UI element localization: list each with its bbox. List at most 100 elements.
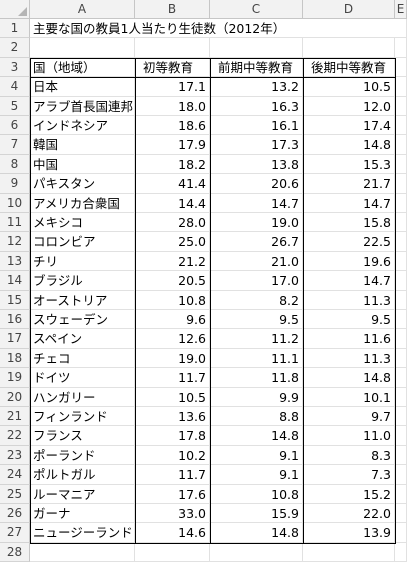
cell-value[interactable]: 19.0 bbox=[210, 213, 303, 233]
cell-value[interactable]: 8.2 bbox=[210, 290, 303, 310]
cell-value[interactable]: 11.7 bbox=[135, 465, 210, 485]
cell-country[interactable]: インドネシア bbox=[30, 116, 135, 136]
row-header-27[interactable]: 27 bbox=[0, 523, 30, 543]
row-header-17[interactable]: 17 bbox=[0, 329, 30, 349]
cell-country[interactable]: ドイツ bbox=[30, 368, 135, 388]
cell-value[interactable]: 15.8 bbox=[303, 213, 395, 233]
row-header-15[interactable]: 15 bbox=[0, 290, 30, 310]
cell[interactable] bbox=[395, 542, 407, 562]
cell-value[interactable]: 17.6 bbox=[135, 484, 210, 504]
cell-country[interactable]: スウェーデン bbox=[30, 310, 135, 330]
cell-value[interactable]: 14.7 bbox=[303, 271, 395, 291]
cell-country[interactable]: ポルトガル bbox=[30, 465, 135, 485]
cell-column-label[interactable]: 国（地域） bbox=[30, 57, 135, 78]
cell-value[interactable]: 20.5 bbox=[135, 271, 210, 291]
cell-value[interactable]: 12.0 bbox=[303, 96, 395, 116]
row-header-10[interactable]: 10 bbox=[0, 193, 30, 213]
cell-country[interactable]: ルーマニア bbox=[30, 484, 135, 504]
cell-value[interactable]: 17.3 bbox=[210, 135, 303, 155]
cell-value[interactable]: 11.0 bbox=[303, 426, 395, 446]
cell-value[interactable]: 9.9 bbox=[210, 387, 303, 407]
column-header-d[interactable]: D bbox=[303, 0, 395, 19]
cell-value[interactable]: 15.9 bbox=[210, 504, 303, 524]
row-header-5[interactable]: 5 bbox=[0, 96, 30, 116]
cell-value[interactable]: 11.3 bbox=[303, 348, 395, 369]
row-header-13[interactable]: 13 bbox=[0, 251, 30, 272]
cell-value[interactable]: 21.7 bbox=[303, 174, 395, 194]
cell[interactable] bbox=[395, 251, 407, 272]
cell[interactable] bbox=[210, 38, 303, 58]
cell[interactable] bbox=[395, 19, 407, 39]
row-header-14[interactable]: 14 bbox=[0, 271, 30, 291]
cell-value[interactable]: 11.3 bbox=[303, 290, 395, 310]
cell[interactable] bbox=[395, 174, 407, 194]
cell-value[interactable]: 25.0 bbox=[135, 232, 210, 252]
row-header-26[interactable]: 26 bbox=[0, 504, 30, 524]
row-header-23[interactable]: 23 bbox=[0, 445, 30, 466]
cell-value[interactable]: 17.0 bbox=[210, 271, 303, 291]
cell-value[interactable]: 8.3 bbox=[303, 445, 395, 466]
row-header-2[interactable]: 2 bbox=[0, 38, 30, 58]
row-header-18[interactable]: 18 bbox=[0, 348, 30, 369]
cell[interactable] bbox=[303, 38, 395, 58]
cell-value[interactable]: 14.6 bbox=[135, 523, 210, 543]
row-header-12[interactable]: 12 bbox=[0, 232, 30, 252]
row-header-7[interactable]: 7 bbox=[0, 135, 30, 155]
cell[interactable] bbox=[395, 193, 407, 213]
cell-value[interactable]: 19.0 bbox=[135, 348, 210, 369]
cell[interactable] bbox=[210, 542, 303, 562]
cell-value[interactable]: 14.8 bbox=[210, 426, 303, 446]
cell-column-label[interactable]: 後期中等教育 bbox=[303, 57, 395, 78]
cell[interactable] bbox=[395, 154, 407, 175]
cell-value[interactable]: 11.1 bbox=[210, 348, 303, 369]
cell[interactable] bbox=[395, 271, 407, 291]
cell-value[interactable]: 18.6 bbox=[135, 116, 210, 136]
row-header-22[interactable]: 22 bbox=[0, 426, 30, 446]
column-header-a[interactable]: A bbox=[30, 0, 135, 19]
cell[interactable] bbox=[395, 290, 407, 310]
cell[interactable] bbox=[395, 445, 407, 466]
cell-value[interactable]: 15.2 bbox=[303, 484, 395, 504]
cell-value[interactable]: 14.8 bbox=[303, 368, 395, 388]
cell-value[interactable]: 12.6 bbox=[135, 329, 210, 349]
cell-value[interactable]: 41.4 bbox=[135, 174, 210, 194]
cell[interactable] bbox=[395, 57, 407, 78]
cell-value[interactable]: 16.1 bbox=[210, 116, 303, 136]
row-header-4[interactable]: 4 bbox=[0, 77, 30, 97]
cell[interactable] bbox=[30, 542, 135, 562]
cell-value[interactable]: 10.1 bbox=[303, 387, 395, 407]
cell-value[interactable]: 14.8 bbox=[303, 135, 395, 155]
cell-country[interactable]: 中国 bbox=[30, 154, 135, 175]
row-header-28[interactable]: 28 bbox=[0, 542, 30, 562]
cell-country[interactable]: ブラジル bbox=[30, 271, 135, 291]
cell-value[interactable]: 13.6 bbox=[135, 407, 210, 427]
cell[interactable] bbox=[135, 19, 210, 39]
cell[interactable] bbox=[395, 368, 407, 388]
cell-value[interactable]: 13.8 bbox=[210, 154, 303, 175]
cell[interactable] bbox=[395, 348, 407, 369]
cell-country[interactable]: コロンビア bbox=[30, 232, 135, 252]
cell-value[interactable]: 16.3 bbox=[210, 96, 303, 116]
cell-country[interactable]: ニュージーランド bbox=[30, 523, 135, 543]
cell-value[interactable]: 9.5 bbox=[303, 310, 395, 330]
cell[interactable] bbox=[395, 329, 407, 349]
cell-value[interactable]: 13.9 bbox=[303, 523, 395, 543]
cell-value[interactable]: 22.0 bbox=[303, 504, 395, 524]
row-header-21[interactable]: 21 bbox=[0, 407, 30, 427]
column-header-e[interactable]: E bbox=[395, 0, 407, 19]
column-header-c[interactable]: C bbox=[210, 0, 303, 19]
cell-value[interactable]: 20.6 bbox=[210, 174, 303, 194]
cell-value[interactable]: 14.7 bbox=[303, 193, 395, 213]
cell-value[interactable]: 9.5 bbox=[210, 310, 303, 330]
cell-country[interactable]: ガーナ bbox=[30, 504, 135, 524]
cell[interactable] bbox=[395, 387, 407, 407]
cell[interactable] bbox=[395, 484, 407, 504]
cell-country[interactable]: フィンランド bbox=[30, 407, 135, 427]
cell-value[interactable]: 22.5 bbox=[303, 232, 395, 252]
cell[interactable] bbox=[395, 426, 407, 446]
cell[interactable] bbox=[395, 465, 407, 485]
cell-country[interactable]: メキシコ bbox=[30, 213, 135, 233]
cell-value[interactable]: 11.6 bbox=[303, 329, 395, 349]
cell-title[interactable]: 主要な国の教員1人当たり生徒数（2012年） bbox=[30, 19, 285, 39]
cell[interactable] bbox=[395, 135, 407, 155]
